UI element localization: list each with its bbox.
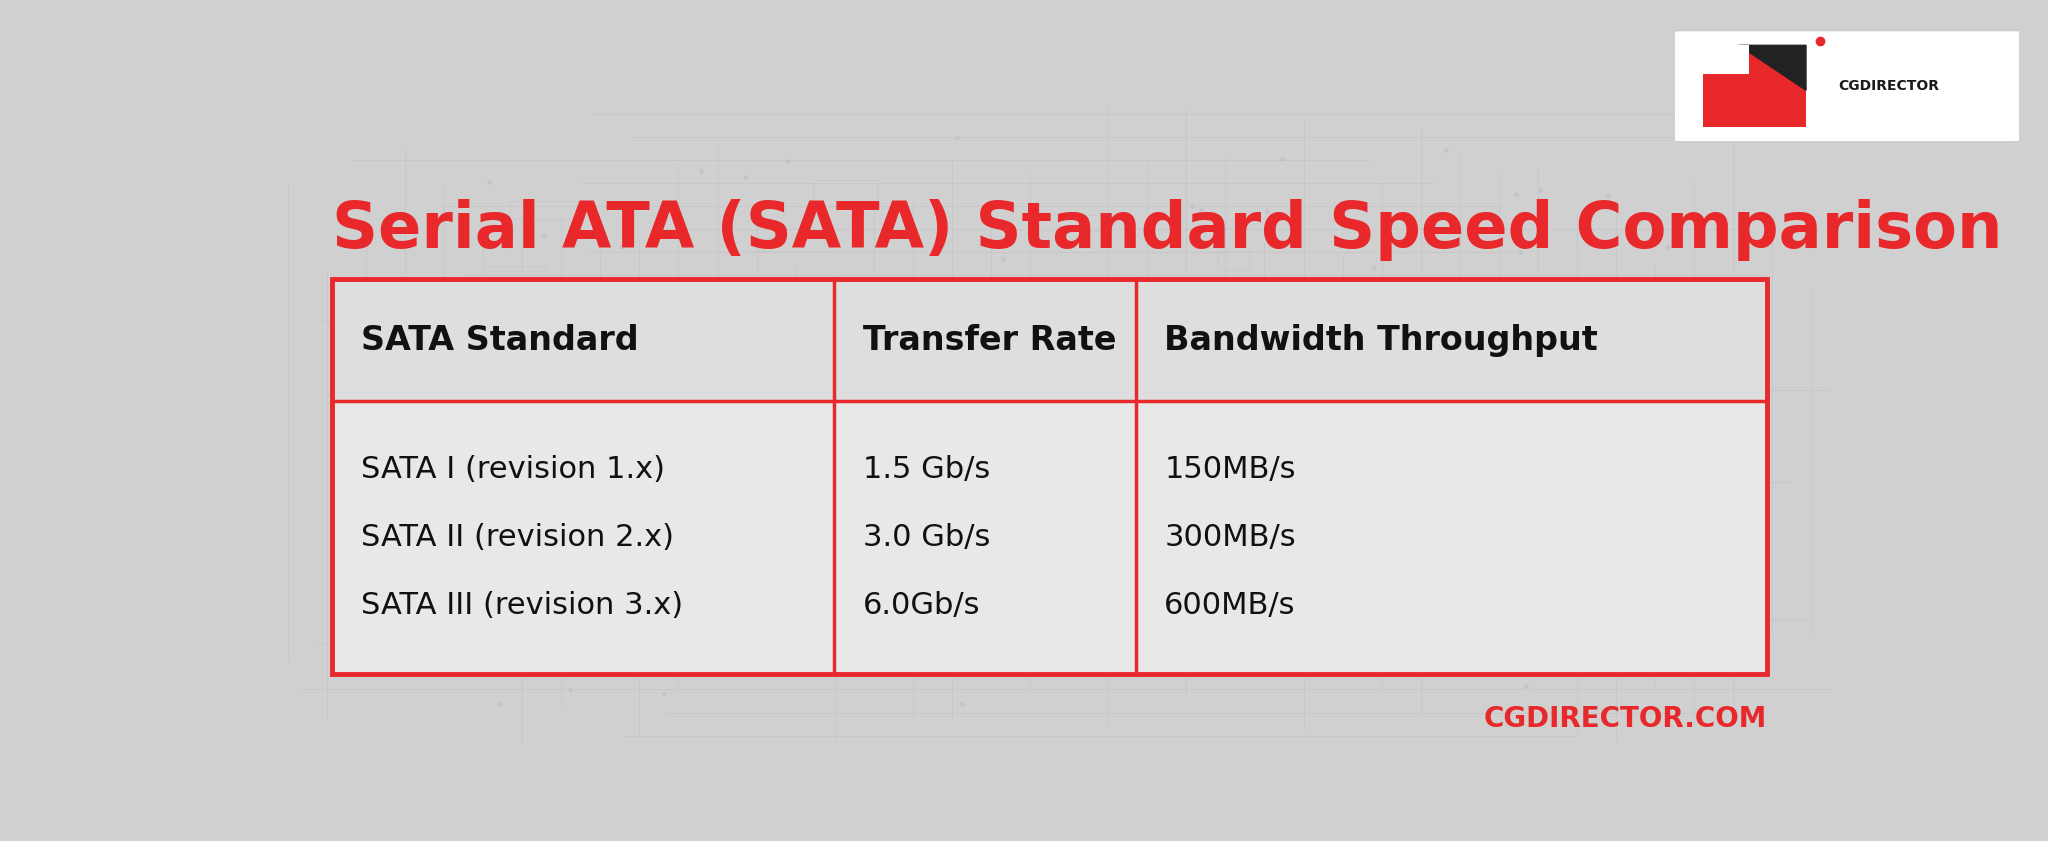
Bar [799,542,829,553]
Bar [1053,402,1102,420]
Bar [332,279,1767,674]
Bar [1413,361,1481,378]
Bar [817,336,858,361]
Text: 300MB/s: 300MB/s [1163,523,1296,553]
Bar [1085,656,1143,667]
Text: Transfer Rate: Transfer Rate [862,324,1116,357]
FancyBboxPatch shape [1702,45,1806,127]
Bar [1579,281,1647,300]
Bar [1038,214,1104,231]
Text: CGDIRECTOR: CGDIRECTOR [1839,79,1939,93]
Text: Serial ATA (SATA) Standard Speed Comparison: Serial ATA (SATA) Standard Speed Compari… [332,199,2003,262]
Text: SATA I (revision 1.x): SATA I (revision 1.x) [360,455,666,484]
Bar [457,315,485,340]
Bar [1219,251,1249,270]
Bar [485,266,545,276]
Bar [1518,645,1548,654]
Text: SATA III (revision 3.x): SATA III (revision 3.x) [360,591,682,621]
Bar [631,512,676,526]
Bar [813,180,877,205]
Bar [674,628,725,643]
Bar [1305,283,1356,302]
Bar [1524,468,1569,489]
Bar [1423,457,1470,476]
Bar [332,279,1767,401]
Bar [510,201,578,220]
FancyBboxPatch shape [1702,45,1749,74]
Text: Bandwidth Throughput: Bandwidth Throughput [1163,324,1597,357]
Bar [1325,629,1378,647]
Text: CGDIRECTOR.COM: CGDIRECTOR.COM [1483,706,1767,733]
Text: 150MB/s: 150MB/s [1163,455,1296,484]
Text: 3.0 Gb/s: 3.0 Gb/s [862,523,991,553]
Text: 600MB/s: 600MB/s [1163,591,1296,621]
Text: 6.0Gb/s: 6.0Gb/s [862,591,981,621]
Bar [760,238,825,251]
Text: SATA II (revision 2.x): SATA II (revision 2.x) [360,523,674,553]
Bar [332,401,1767,674]
Text: SATA Standard: SATA Standard [360,324,639,357]
Bar [1499,449,1540,467]
Polygon shape [1739,45,1806,90]
Bar [1139,555,1204,567]
Bar [1081,345,1106,361]
FancyBboxPatch shape [1665,30,2030,142]
Bar [1329,292,1405,304]
Bar [1171,479,1237,500]
Text: 1.5 Gb/s: 1.5 Gb/s [862,455,989,484]
